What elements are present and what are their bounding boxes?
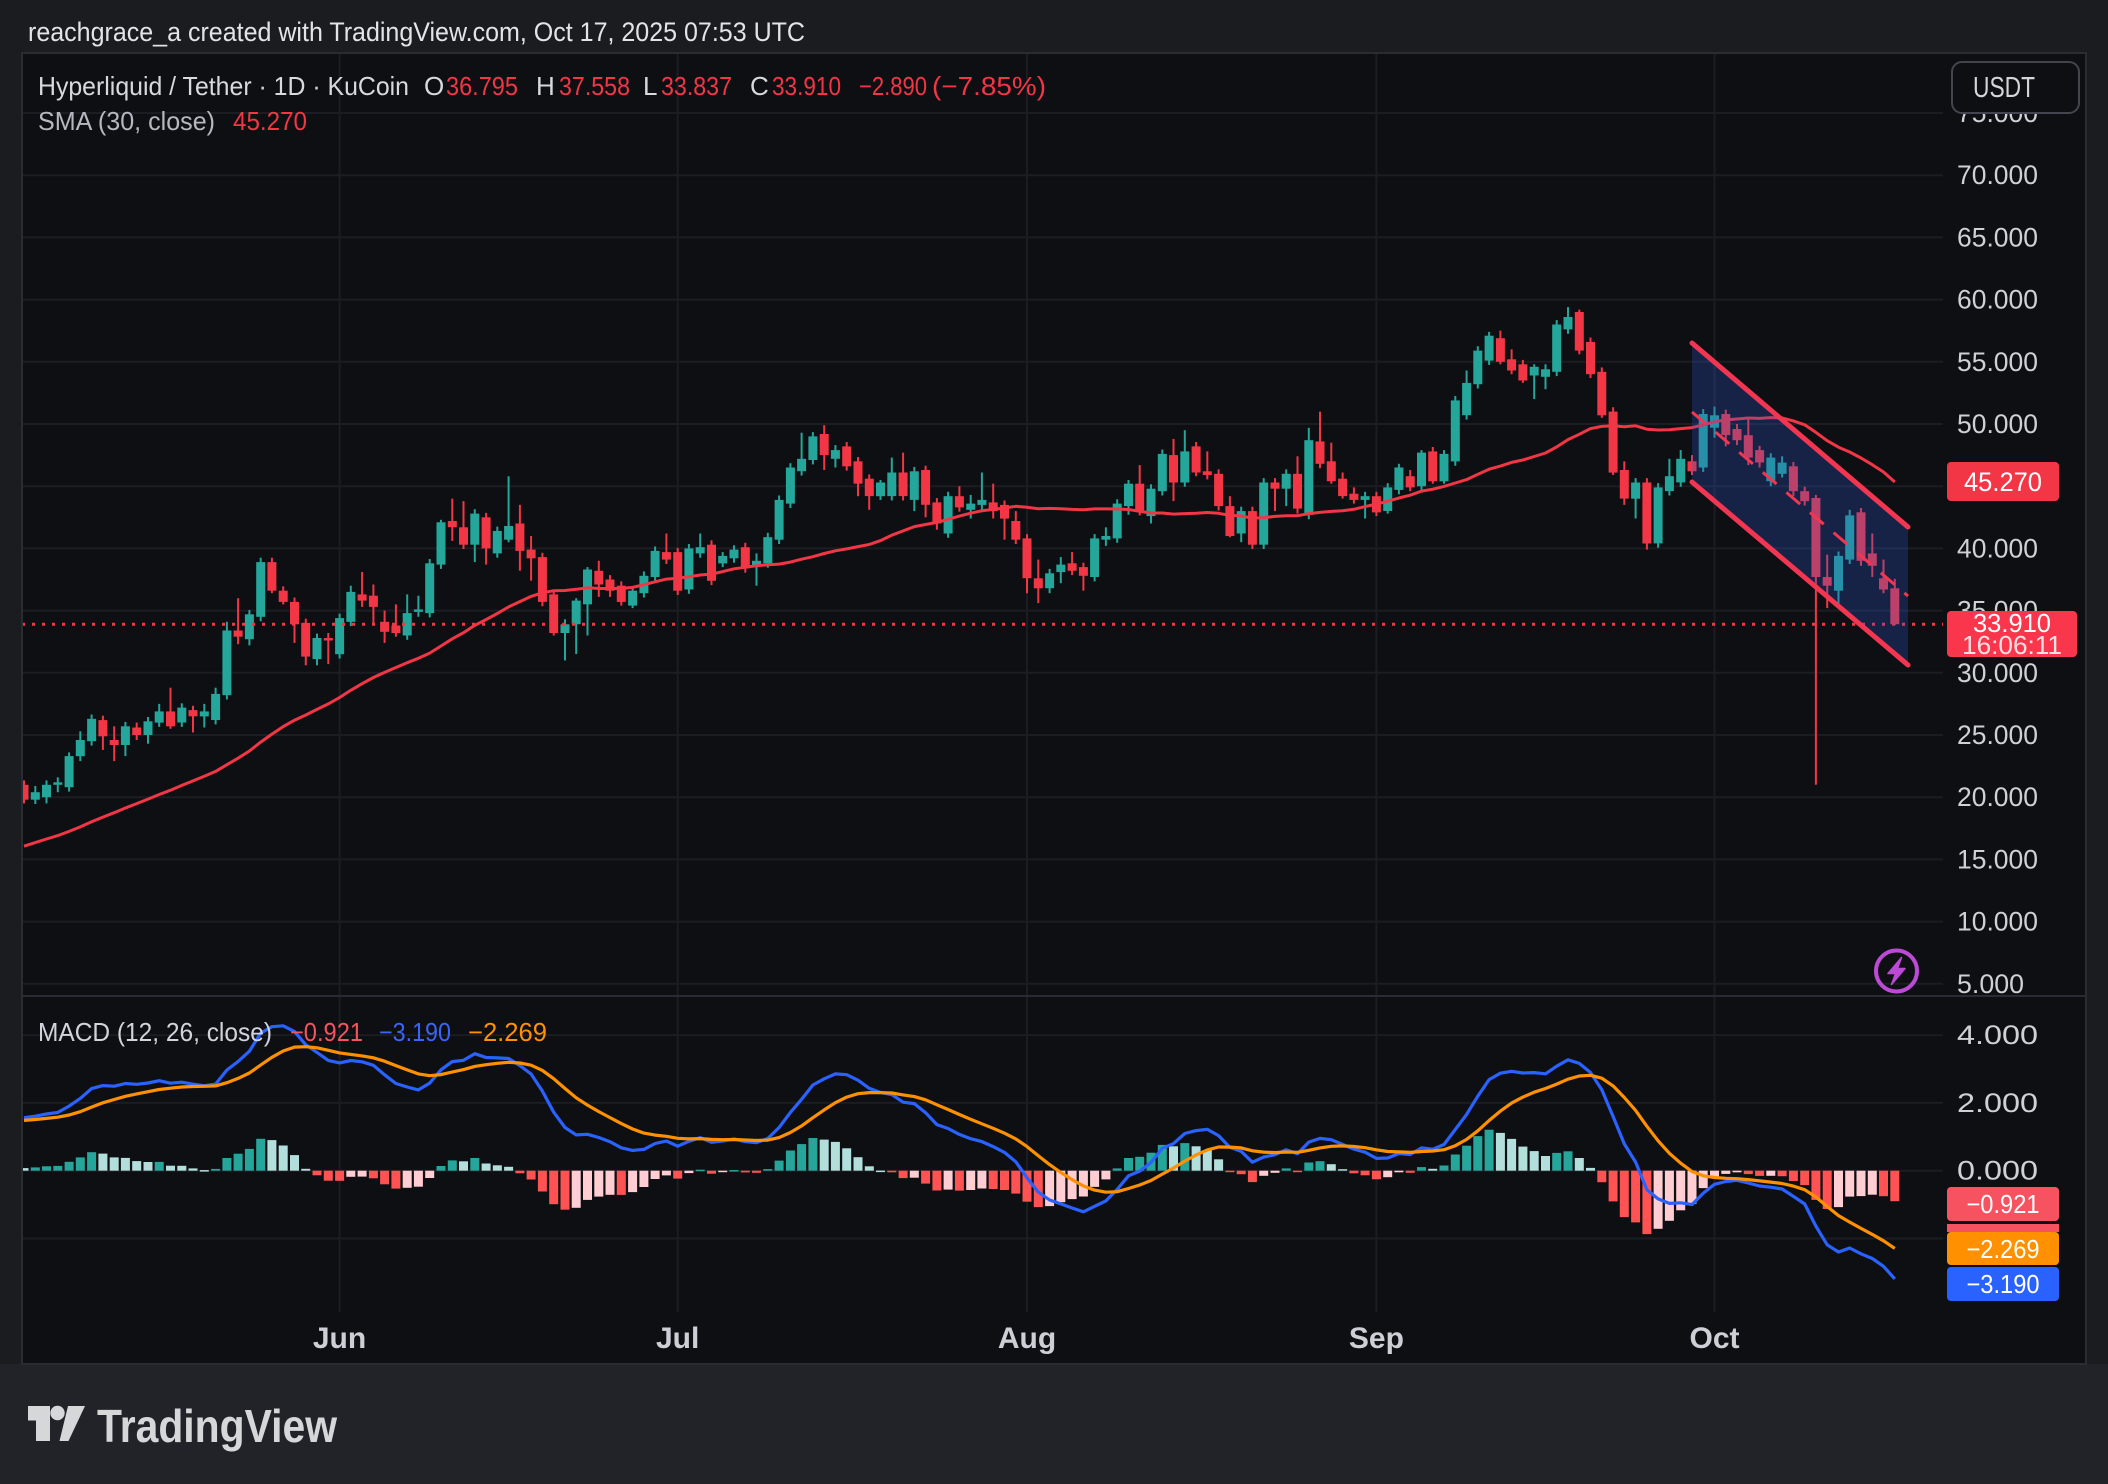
- svg-text:reachgrace_a created with Trad: reachgrace_a created with TradingView.co…: [28, 17, 805, 47]
- svg-text:TradingView: TradingView: [97, 1400, 337, 1452]
- svg-text:60.000: 60.000: [1957, 285, 2038, 315]
- svg-text:45.270: 45.270: [233, 106, 307, 136]
- svg-text:H: H: [536, 71, 555, 101]
- svg-text:50.000: 50.000: [1957, 409, 2038, 439]
- svg-text:L: L: [643, 71, 657, 101]
- svg-text:−2.269: −2.269: [1967, 1234, 2040, 1264]
- svg-text:MACD (12, 26, close): MACD (12, 26, close): [38, 1017, 272, 1047]
- svg-text:33.910: 33.910: [772, 71, 841, 101]
- svg-text:USDT: USDT: [1973, 72, 2035, 104]
- svg-text:Hyperliquid / Tether · 1D · Ku: Hyperliquid / Tether · 1D · KuCoin: [38, 71, 409, 101]
- svg-text:40.000: 40.000: [1957, 533, 2038, 563]
- svg-text:2.000: 2.000: [1957, 1088, 2038, 1118]
- svg-text:−2.269: −2.269: [468, 1017, 547, 1047]
- svg-text:Jul: Jul: [656, 1322, 699, 1355]
- svg-text:(−7.85%): (−7.85%): [932, 71, 1046, 101]
- svg-text:Oct: Oct: [1689, 1322, 1739, 1355]
- svg-text:45.270: 45.270: [1964, 467, 2042, 497]
- svg-text:70.000: 70.000: [1957, 160, 2038, 190]
- svg-text:−0.921: −0.921: [290, 1017, 363, 1047]
- svg-text:33.837: 33.837: [661, 71, 732, 101]
- svg-text:C: C: [750, 71, 769, 101]
- svg-text:O: O: [424, 71, 444, 101]
- svg-text:37.558: 37.558: [559, 71, 630, 101]
- svg-text:36.795: 36.795: [446, 71, 518, 101]
- svg-text:5.000: 5.000: [1957, 969, 2024, 999]
- svg-text:Aug: Aug: [998, 1322, 1056, 1355]
- svg-text:−0.921: −0.921: [1967, 1189, 2040, 1219]
- svg-text:Jun: Jun: [313, 1322, 366, 1355]
- svg-text:SMA (30, close): SMA (30, close): [38, 106, 215, 136]
- svg-text:−3.190: −3.190: [379, 1017, 451, 1047]
- svg-text:16:06:11: 16:06:11: [1962, 630, 2062, 660]
- svg-text:20.000: 20.000: [1957, 782, 2038, 812]
- svg-text:15.000: 15.000: [1957, 844, 2038, 874]
- svg-text:0.000: 0.000: [1957, 1156, 2038, 1186]
- svg-text:10.000: 10.000: [1957, 907, 2038, 937]
- svg-text:−3.190: −3.190: [1967, 1269, 2040, 1299]
- svg-text:Sep: Sep: [1349, 1322, 1404, 1355]
- svg-text:−2.890: −2.890: [859, 71, 927, 101]
- svg-text:65.000: 65.000: [1957, 222, 2038, 252]
- svg-text:30.000: 30.000: [1957, 658, 2038, 688]
- svg-text:4.000: 4.000: [1957, 1020, 2038, 1050]
- svg-text:25.000: 25.000: [1957, 720, 2038, 750]
- svg-text:33.910: 33.910: [1973, 608, 2051, 638]
- svg-text:55.000: 55.000: [1957, 347, 2038, 377]
